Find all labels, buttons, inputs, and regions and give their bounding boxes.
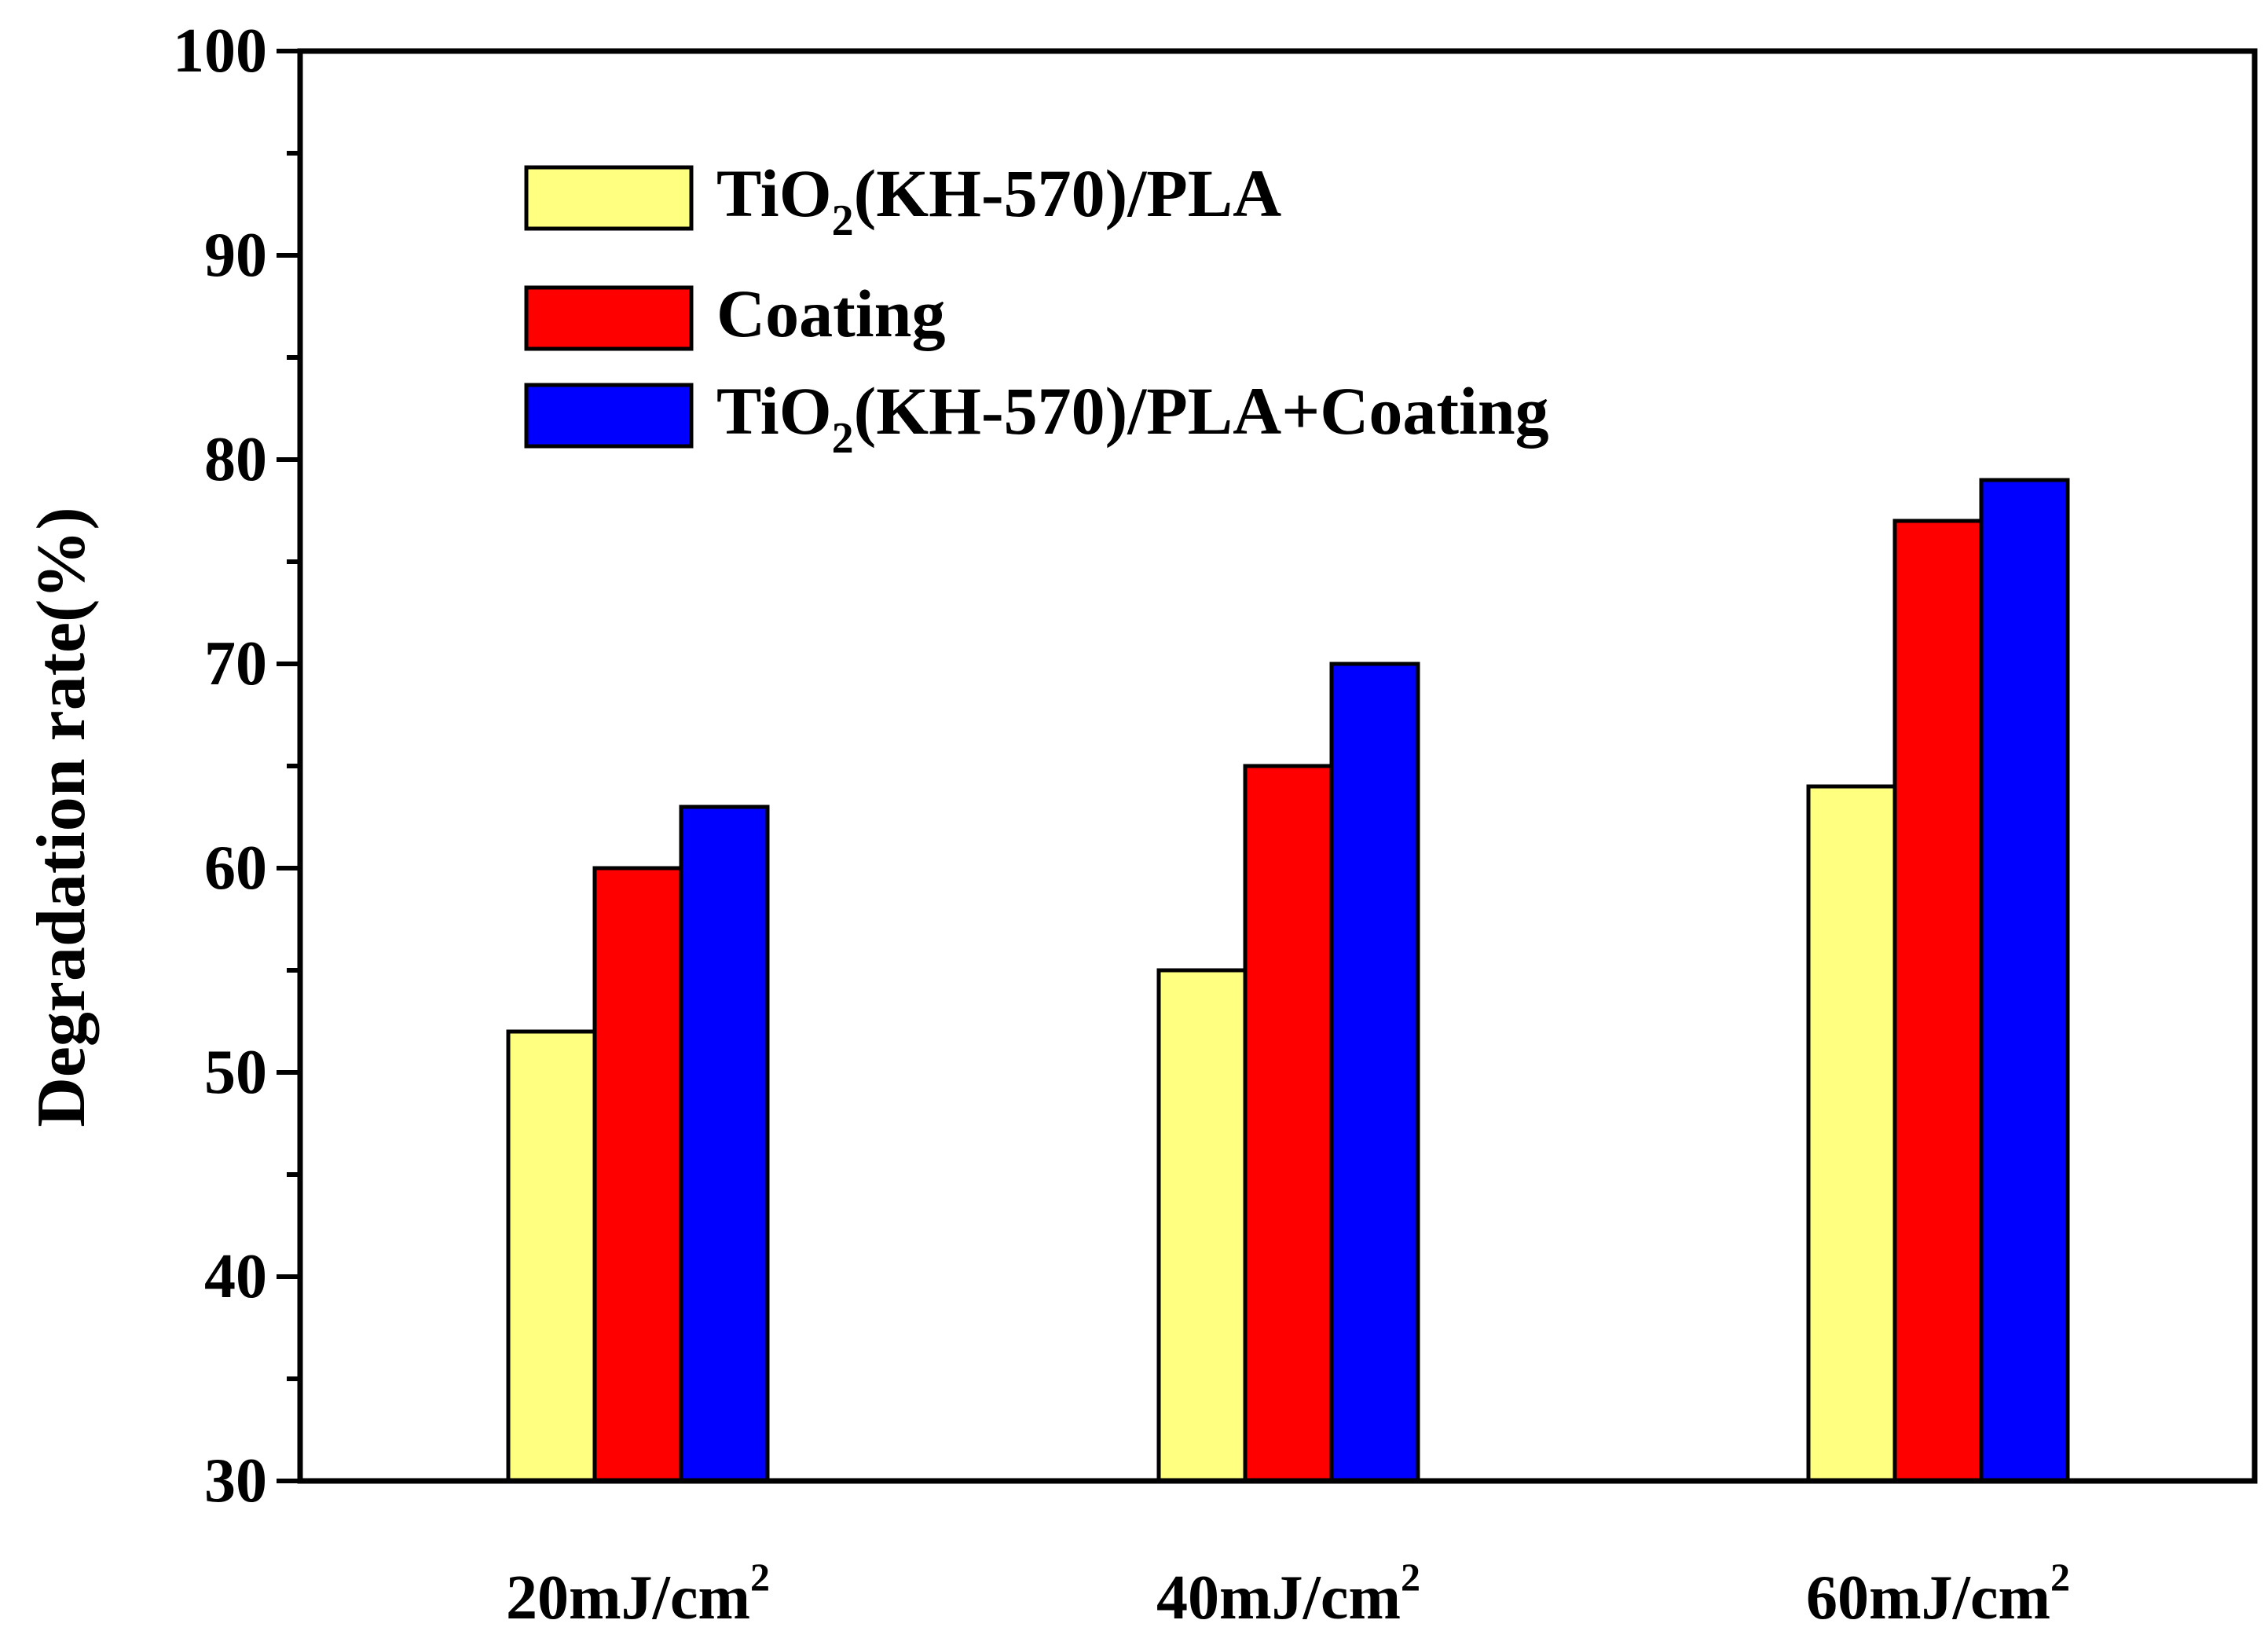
legend-label-tio2-kh-570-pla: TiO2(KH-570)/PLA xyxy=(716,156,1281,245)
bar-coating-3 xyxy=(1892,519,1984,1483)
x-tick-label-1: 20mJ/cm2 xyxy=(506,1555,770,1633)
y-tick-label-60: 60 xyxy=(204,834,267,903)
legend-swatch-tio2-kh-570-pla-coating xyxy=(524,383,694,449)
legend-label-coating: Coating xyxy=(716,276,945,351)
y-tick-label-40: 40 xyxy=(204,1242,267,1311)
y-axis-ticks xyxy=(277,49,300,1483)
x-axis-tick-labels: 20mJ/cm2 40mJ/cm2 60mJ/cm2 xyxy=(506,1555,2070,1633)
y-tick-label-90: 90 xyxy=(204,221,267,290)
y-tick-label-100: 100 xyxy=(173,16,267,86)
bar-tio2-kh-570-pla-coating-3 xyxy=(1979,478,2070,1483)
y-axis-label: Degradation rate(%) xyxy=(24,507,100,1127)
legend: TiO2(KH-570)/PLA Coating TiO2(KH-570)/PLA+… xyxy=(524,156,1549,463)
y-tick-label-80: 80 xyxy=(204,425,267,494)
legend-label-tio2-kh-570-pla-coating: TiO2(KH-570)/PLA+Coating xyxy=(716,373,1549,463)
legend-swatch-coating xyxy=(524,285,694,351)
y-tick-label-70: 70 xyxy=(204,629,267,698)
bar-coating-1 xyxy=(592,866,683,1483)
y-tick-label-30: 30 xyxy=(204,1446,267,1516)
x-tick-label-3: 60mJ/cm2 xyxy=(1806,1555,2070,1633)
bar-tio2-kh-570-pla-1 xyxy=(506,1029,597,1483)
y-axis-tick-labels: 30 40 50 60 70 80 90 100 xyxy=(173,16,267,1516)
bar-tio2-kh-570-pla-coating-1 xyxy=(679,805,770,1483)
bar-tio2-kh-570-pla-2 xyxy=(1156,968,1248,1483)
y-tick-label-50: 50 xyxy=(204,1038,267,1107)
bar-tio2-kh-570-pla-3 xyxy=(1806,784,1897,1483)
bars-layer xyxy=(506,478,2070,1483)
x-tick-label-2: 40mJ/cm2 xyxy=(1156,1555,1420,1633)
bar-tio2-kh-570-pla-coating-2 xyxy=(1329,662,1420,1483)
bar-coating-2 xyxy=(1243,764,1334,1483)
legend-swatch-tio2-kh-570-pla xyxy=(524,165,694,231)
